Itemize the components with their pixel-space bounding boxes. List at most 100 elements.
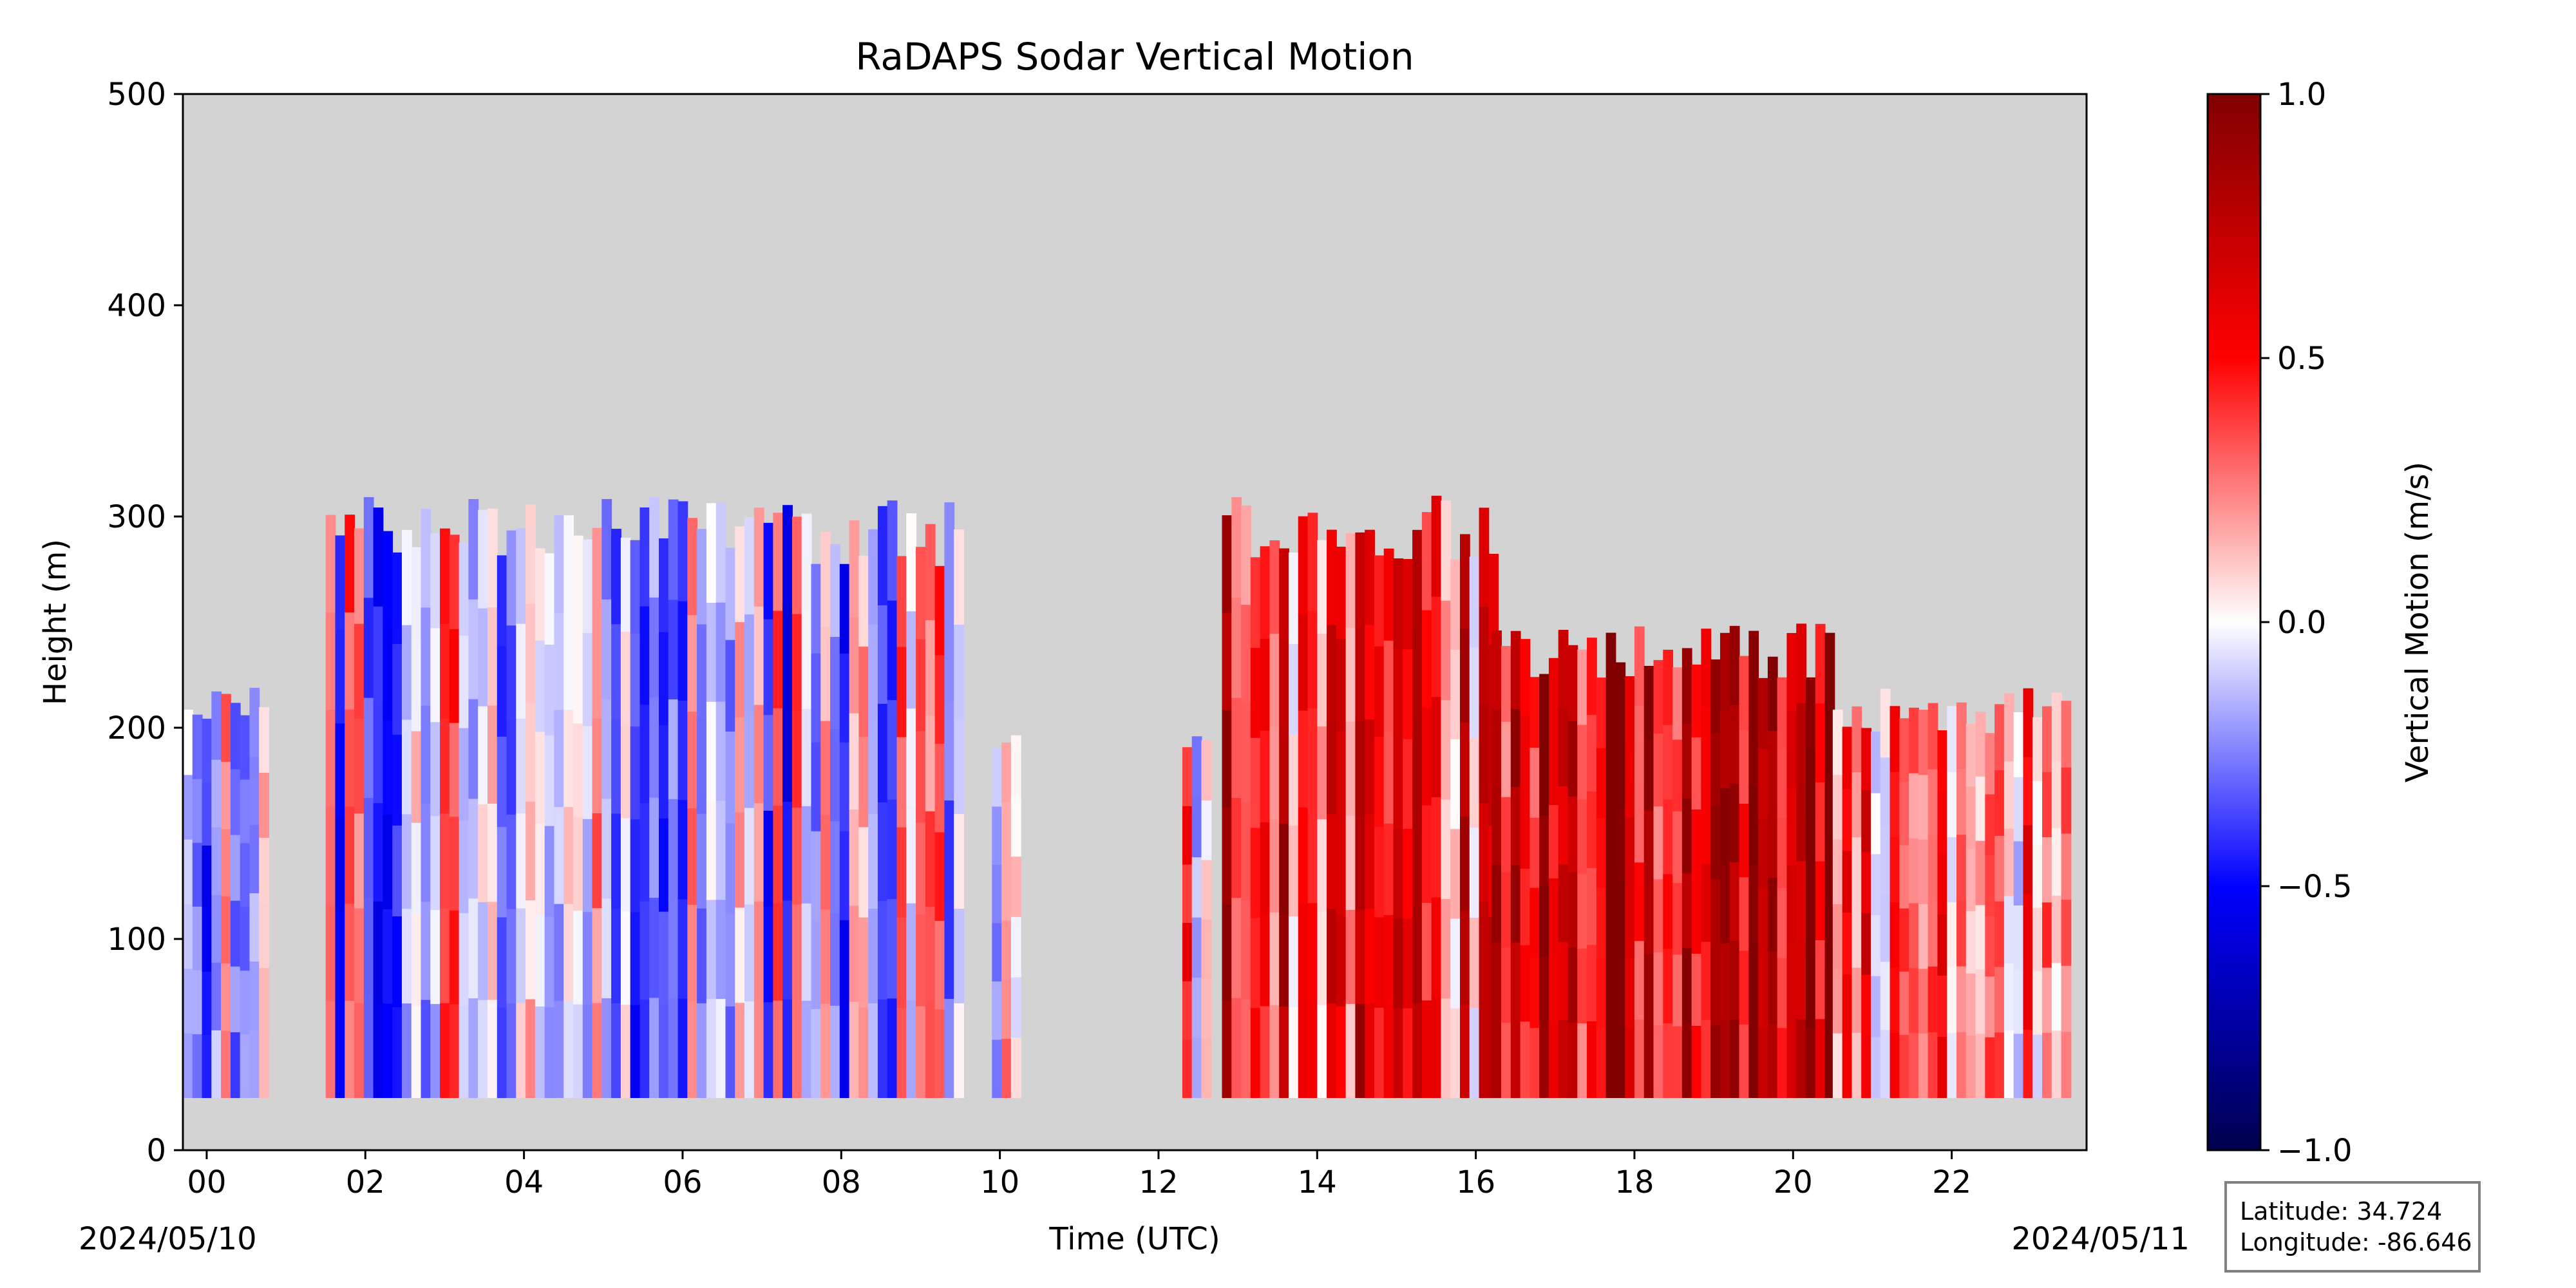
- heatmap-cell: [925, 1001, 936, 1098]
- heatmap-cell: [811, 830, 822, 920]
- heatmap-cell: [1510, 1019, 1521, 1098]
- heatmap-cell: [954, 908, 964, 1004]
- heatmap-cell: [1345, 909, 1356, 1004]
- heatmap-cell: [639, 900, 650, 1000]
- heatmap-cell: [411, 822, 422, 915]
- heatmap-cell: [373, 507, 384, 607]
- heatmap-cell: [1909, 1032, 1919, 1098]
- heatmap-cell: [601, 498, 612, 600]
- heatmap-cell: [639, 704, 650, 803]
- heatmap-cell: [1374, 555, 1385, 647]
- heatmap-cell: [697, 813, 707, 909]
- heatmap-cell: [839, 652, 850, 743]
- heatmap-cell: [1786, 788, 1797, 866]
- heatmap-cell: [1625, 816, 1635, 887]
- heatmap-cell: [1852, 1032, 1862, 1098]
- heatmap-cell: [1739, 729, 1750, 804]
- heatmap-cell: [782, 702, 793, 802]
- heatmap-cell: [1412, 908, 1423, 1004]
- heatmap-cell: [1260, 1005, 1271, 1098]
- heatmap-cell: [992, 806, 1003, 866]
- heatmap-cell: [649, 697, 659, 798]
- heatmap-cell: [1786, 865, 1797, 943]
- heatmap-cell: [896, 826, 907, 918]
- heatmap-cell: [2003, 828, 2014, 896]
- heatmap-cell: [249, 1029, 260, 1098]
- heatmap-cell: [1937, 853, 1948, 915]
- heatmap-cell: [1288, 643, 1299, 735]
- heatmap-cell: [554, 903, 565, 1001]
- heatmap-cell: [2051, 962, 2062, 1031]
- heatmap-cell: [753, 507, 764, 607]
- heatmap-cell: [383, 1003, 393, 1098]
- heatmap-cell: [877, 801, 888, 901]
- heatmap-cell: [582, 725, 593, 819]
- heatmap-cell: [868, 623, 878, 719]
- heatmap-cell: [345, 708, 355, 807]
- heatmap-cell: [1421, 609, 1432, 708]
- heatmap-cell: [1459, 1003, 1470, 1098]
- heatmap-cell: [259, 967, 270, 1034]
- heatmap-cell: [1355, 909, 1366, 1004]
- heatmap-cell: [1956, 900, 1967, 967]
- heatmap-cell: [2032, 907, 2043, 972]
- start-date-label: 2024/05/10: [79, 1221, 257, 1257]
- heatmap-cell: [1861, 728, 1871, 790]
- heatmap-cell: [363, 797, 374, 898]
- heatmap-cell: [582, 632, 593, 726]
- heatmap-cell: [2023, 824, 2034, 894]
- heatmap-cell: [1327, 908, 1337, 1004]
- heatmap-cell: [601, 998, 612, 1098]
- heatmap-cell: [1501, 1022, 1511, 1098]
- heatmap-cell: [1653, 1024, 1664, 1098]
- heatmap-cell: [1605, 710, 1616, 789]
- heatmap-cell: [1975, 712, 1986, 777]
- heatmap-cell: [639, 507, 650, 607]
- heatmap-cell: [211, 759, 222, 828]
- heatmap-cell: [1298, 904, 1309, 1001]
- heatmap-cell: [554, 1000, 565, 1098]
- heatmap-cell: [2051, 895, 2062, 963]
- heatmap-cell: [1937, 1036, 1948, 1098]
- heatmap-cell: [363, 597, 374, 698]
- heatmap-cell: [440, 623, 450, 719]
- heatmap-cell: [582, 539, 593, 634]
- heatmap-cell: [1691, 952, 1702, 1026]
- heatmap-cell: [211, 691, 222, 760]
- heatmap-cell: [620, 817, 631, 912]
- heatmap-cell: [1001, 920, 1012, 980]
- heatmap-cell: [1994, 1032, 2005, 1098]
- heatmap-cell: [1596, 747, 1607, 819]
- heatmap-cell: [1393, 828, 1404, 919]
- heatmap-cell: [887, 600, 898, 701]
- heatmap-cell: [430, 627, 441, 723]
- heatmap-cell: [1201, 859, 1212, 920]
- heatmap-cell: [715, 601, 726, 702]
- heatmap-cell: [1355, 815, 1366, 910]
- heatmap-cell: [325, 709, 336, 807]
- heatmap-cell: [801, 611, 812, 709]
- chart-title: RaDAPS Sodar Vertical Motion: [855, 35, 1414, 79]
- heatmap-cell: [1191, 977, 1202, 1038]
- heatmap-cell: [325, 612, 336, 710]
- heatmap-cell: [1870, 853, 1881, 916]
- heatmap-cell: [735, 526, 746, 623]
- heatmap-cell: [392, 552, 402, 644]
- latitude-label: Latitude: 34.724: [2240, 1197, 2442, 1226]
- heatmap-cell: [1691, 1025, 1702, 1098]
- heatmap-cell: [1510, 942, 1521, 1021]
- heatmap-cell: [706, 998, 717, 1098]
- heatmap-cell: [2051, 760, 2062, 828]
- heatmap-cell: [240, 715, 251, 780]
- heatmap-cell: [1965, 723, 1976, 787]
- heatmap-cell: [1307, 610, 1318, 708]
- heatmap-cell: [1501, 646, 1511, 722]
- heatmap-cell: [1615, 1025, 1626, 1098]
- heatmap-cell: [1842, 1036, 1853, 1098]
- heatmap-cell: [335, 910, 346, 1005]
- heatmap-cell: [1634, 783, 1645, 863]
- heatmap-cell: [1459, 534, 1470, 629]
- heatmap-cell: [677, 600, 688, 701]
- heatmap-cell: [1479, 802, 1490, 902]
- heatmap-cell: [2013, 1033, 2024, 1098]
